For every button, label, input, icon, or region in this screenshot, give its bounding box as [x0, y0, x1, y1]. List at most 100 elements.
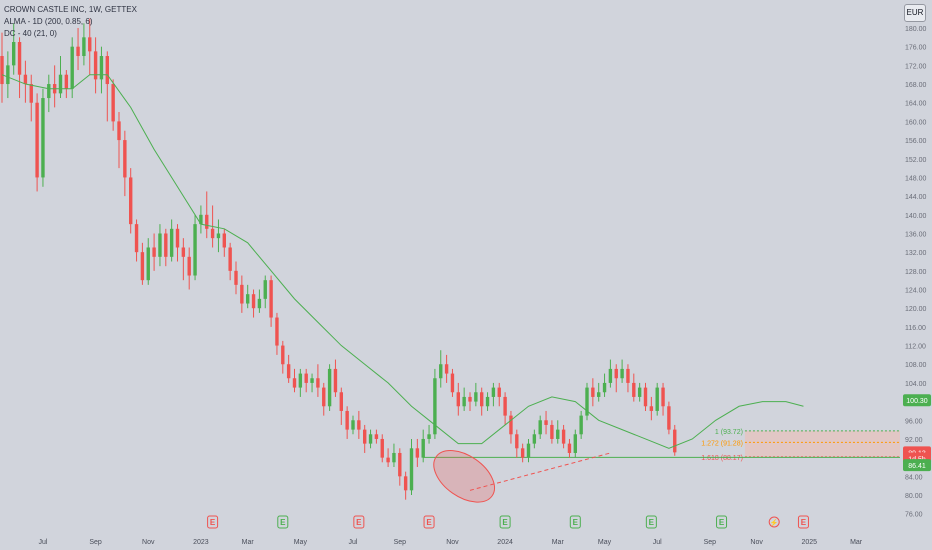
price-label-box — [903, 459, 931, 472]
candle — [474, 392, 478, 402]
candle — [205, 214, 209, 229]
candle — [485, 396, 490, 407]
candle — [515, 434, 519, 449]
candle — [6, 65, 10, 85]
candle — [140, 252, 145, 281]
y-tick-label: 112.00 — [905, 344, 926, 351]
candle — [374, 434, 379, 439]
candle — [70, 46, 74, 89]
x-tick-label: Sep — [89, 539, 102, 546]
x-tick-label: May — [294, 539, 308, 546]
dashed-trendline — [469, 452, 611, 491]
candle — [450, 373, 455, 393]
candle — [597, 392, 601, 397]
candle — [64, 74, 69, 89]
y-tick-label: 116.00 — [905, 325, 926, 332]
alma-indicator-label: ALMA - 1D (200, 0.85, 6) — [4, 17, 93, 26]
candle — [398, 452, 402, 477]
candle — [58, 74, 63, 94]
candle — [357, 420, 361, 430]
candle — [643, 387, 648, 407]
y-tick-label: 156.00 — [905, 138, 927, 145]
y-tick-label: 168.00 — [905, 82, 927, 89]
candle — [240, 284, 244, 304]
y-tick-label: 172.00 — [905, 63, 927, 70]
x-tick-label: Sep — [704, 539, 717, 546]
candle — [585, 387, 589, 416]
y-tick-label: 180.00 — [905, 26, 927, 33]
candle — [409, 448, 414, 491]
candle — [561, 429, 566, 444]
candle — [462, 396, 466, 407]
y-tick-label: 108.00 — [905, 362, 927, 369]
y-tick-label: 124.00 — [905, 288, 927, 295]
fib-zone — [744, 430, 900, 457]
y-tick-label: 128.00 — [905, 269, 927, 276]
candle — [532, 434, 537, 444]
candle — [327, 368, 332, 407]
y-tick-label: 136.00 — [905, 231, 927, 238]
y-tick-label: 176.00 — [905, 45, 927, 52]
candle — [17, 42, 22, 75]
candle — [363, 429, 367, 444]
earnings-icon[interactable]: E — [569, 515, 581, 529]
y-tick-label: 140.00 — [905, 213, 927, 220]
candle — [667, 406, 671, 430]
currency-button[interactable]: EUR — [904, 4, 926, 22]
candle — [263, 280, 267, 299]
candle — [550, 424, 554, 439]
candle — [556, 429, 560, 439]
x-tick-label: Nov — [750, 539, 763, 546]
candle — [591, 387, 595, 397]
candle — [93, 51, 98, 80]
donchian-indicator-label: DC - 40 (21, 0) — [4, 29, 57, 38]
candle — [0, 56, 4, 85]
candle — [415, 448, 420, 458]
candle — [129, 177, 133, 225]
candle — [158, 233, 162, 257]
x-tick-label: Jul — [38, 539, 47, 546]
x-tick-label: 2024 — [497, 539, 513, 546]
candle — [491, 387, 496, 397]
x-tick-label: Nov — [142, 539, 155, 546]
svg-text:E: E — [649, 518, 655, 527]
earnings-icon[interactable]: E — [277, 515, 289, 529]
candle — [88, 37, 92, 52]
dividend-icon[interactable]: ⚡ — [768, 516, 780, 528]
x-tick-label: Jul — [349, 539, 358, 546]
x-tick-label: Sep — [394, 539, 407, 546]
candle — [164, 233, 168, 257]
candle — [193, 224, 197, 276]
candle — [386, 457, 390, 463]
earnings-icon[interactable]: E — [423, 515, 435, 529]
earnings-icon[interactable]: E — [353, 515, 365, 529]
candle — [117, 121, 121, 141]
candle — [468, 396, 472, 402]
candle — [304, 373, 308, 383]
earnings-icon[interactable]: E — [645, 515, 657, 529]
candle — [251, 294, 256, 309]
candle — [620, 368, 624, 379]
candle — [82, 37, 86, 57]
candle — [579, 415, 583, 435]
candle — [210, 228, 215, 239]
candle — [573, 434, 577, 453]
candle — [275, 317, 279, 346]
candle — [380, 438, 384, 458]
candle — [146, 247, 150, 281]
x-tick-label: 2023 — [193, 539, 209, 546]
candle — [234, 270, 238, 285]
earnings-icon[interactable]: E — [716, 515, 728, 529]
earnings-icon[interactable]: E — [797, 515, 809, 529]
candle — [503, 396, 507, 416]
y-tick-label: 76.00 — [905, 512, 923, 519]
candle — [509, 415, 513, 435]
earnings-icon[interactable]: E — [499, 515, 511, 529]
candle — [567, 443, 572, 453]
x-tick-label: May — [598, 539, 612, 546]
candle — [637, 387, 642, 397]
earnings-icon[interactable]: E — [207, 515, 219, 529]
candle — [368, 434, 373, 444]
candle — [41, 98, 45, 178]
